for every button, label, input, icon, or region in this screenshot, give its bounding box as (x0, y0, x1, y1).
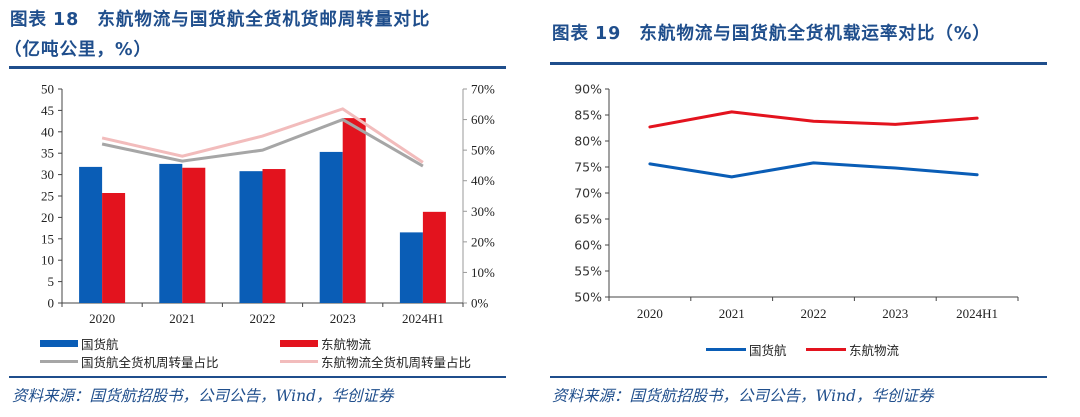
legend-item-guohuohang-share: 国货航全货机周转量占比 (40, 352, 219, 371)
y-tick-label: 70% (574, 186, 602, 201)
figure-title-text: 东航物流与国货航全货机货邮周转量对比 (97, 10, 431, 30)
title-divider (9, 66, 506, 69)
source-divider (9, 376, 506, 378)
line-chart: 50% 55% 60% 65% 70% 75% 80% 85% 90% 2020 2021 2022 2… (574, 82, 1019, 321)
x-tick-label: 2024H1 (402, 311, 444, 326)
legend-swatch-pink-line (280, 360, 318, 363)
y-tick-label: 80% (574, 134, 602, 149)
y-tick-label: 50% (574, 290, 602, 305)
figure-number: 18 (53, 10, 80, 30)
x-tick-label: 2023 (330, 311, 356, 326)
line-donghang-share (101, 107, 424, 164)
x-tick-label: 2023 (882, 306, 908, 321)
y2-tick-label: 50% (471, 143, 495, 158)
y2-tick-label: 60% (471, 112, 495, 127)
legend-item-donghang-share: 东航物流全货机周转量占比 (280, 352, 471, 371)
legend-item-donghang: 东航物流 (280, 334, 371, 353)
y2-tick-label: 20% (471, 234, 495, 249)
legend-label: 国货航 (81, 337, 119, 352)
figure-title-text: 东航物流与国货航全货机载运率对比（%） (639, 24, 991, 44)
title-divider (550, 62, 1047, 65)
line-guohuohang-share (101, 117, 424, 168)
legend-swatch-gray-line (40, 360, 78, 363)
x-tick-label: 2021 (719, 306, 745, 321)
source-note: 资料来源：国货航招股书，公司公告，Wind，华创证券 (12, 387, 394, 405)
figure-18-title-line1: 图表 18 东航物流与国货航全货机货邮周转量对比 (10, 6, 430, 31)
source-note: 资料来源：国货航招股书，公司公告，Wind，华创证券 (552, 387, 934, 405)
y-tick-label: 60% (574, 238, 602, 253)
y2-tick-label: 30% (471, 204, 495, 219)
bar-donghang (262, 169, 286, 303)
bar-donghang (102, 193, 126, 303)
legend-item-donghang: 东航物流 (806, 340, 899, 359)
y-tick-label: 90% (574, 82, 602, 97)
legend-label: 东航物流全货机周转量占比 (321, 355, 472, 370)
y-tick-label: 10 (41, 253, 54, 268)
bar-line-combo-chart: 0 5 10 15 20 25 30 35 40 45 50 0% 10% 20% 30% 40% 50% 60%… (41, 82, 495, 327)
y-tick-label: 25 (41, 189, 54, 204)
legend-label: 东航物流 (321, 337, 372, 352)
y-tick-label: 30 (41, 167, 54, 182)
x-tick-label: 2024H1 (956, 306, 998, 321)
legend-swatch-blue-line (706, 348, 746, 351)
y-tick-label: 15 (41, 231, 54, 246)
y-tick-label: 85% (574, 108, 602, 123)
legend-label: 东航物流 (849, 343, 900, 358)
legend-item-guohuohang: 国货航 (40, 334, 119, 353)
legend-label: 国货航全货机周转量占比 (81, 355, 219, 370)
x-tick-label: 2022 (801, 306, 827, 321)
legend-swatch-red-bar (280, 340, 318, 347)
figure-19-title: 图表 19 东航物流与国货航全货机载运率对比（%） (552, 20, 991, 45)
y-tick-label: 0 (48, 296, 55, 311)
bar-guohuohang (159, 163, 183, 303)
y-tick-label: 5 (48, 274, 55, 289)
line-donghang (648, 110, 979, 129)
y2-tick-label: 70% (471, 82, 495, 97)
x-tick-label: 2020 (637, 306, 663, 321)
y-tick-label: 35 (41, 146, 54, 161)
y2-tick-label: 40% (471, 173, 495, 188)
legend-swatch-blue-bar (40, 340, 78, 347)
figure-number: 19 (595, 24, 622, 44)
figure-18-title-line2: （亿吨公里，%） (4, 40, 153, 60)
x-tick-label: 2020 (89, 311, 115, 326)
bar-donghang (422, 211, 446, 303)
bar-guohuohang (319, 151, 343, 303)
bar-guohuohang (399, 232, 423, 303)
y2-tick-label: 10% (471, 265, 495, 280)
source-divider (550, 376, 1047, 378)
y-tick-label: 50 (41, 82, 54, 97)
y-tick-label: 40 (41, 124, 54, 139)
bar-donghang (182, 167, 206, 303)
y2-tick-label: 0% (471, 296, 489, 311)
figure-label: 图表 (552, 24, 589, 44)
y-tick-label: 20 (41, 210, 54, 225)
y-tick-label: 45 (41, 103, 54, 118)
x-tick-label: 2022 (250, 311, 276, 326)
figure-18-panel: 图表 18 东航物流与国货航全货机货邮周转量对比 （亿吨公里，%） 0 5 10 15 20… (4, 6, 506, 405)
legend-label: 国货航 (749, 343, 787, 358)
bar-guohuohang (239, 171, 263, 303)
legend-item-guohuohang: 国货航 (706, 340, 787, 359)
bar-donghang (342, 118, 366, 303)
x-tick-label: 2021 (169, 311, 195, 326)
bar-guohuohang (79, 166, 103, 303)
y-tick-label: 65% (574, 212, 602, 227)
legend-swatch-red-line (806, 348, 846, 351)
line-guohuohang (648, 161, 979, 179)
figure-19-panel: 图表 19 东航物流与国货航全货机载运率对比（%） 50% 55% 60% 65% 70% 7… (540, 0, 1080, 417)
figure-label: 图表 (10, 10, 47, 30)
y-tick-label: 55% (574, 264, 602, 279)
y-tick-label: 75% (574, 160, 602, 175)
